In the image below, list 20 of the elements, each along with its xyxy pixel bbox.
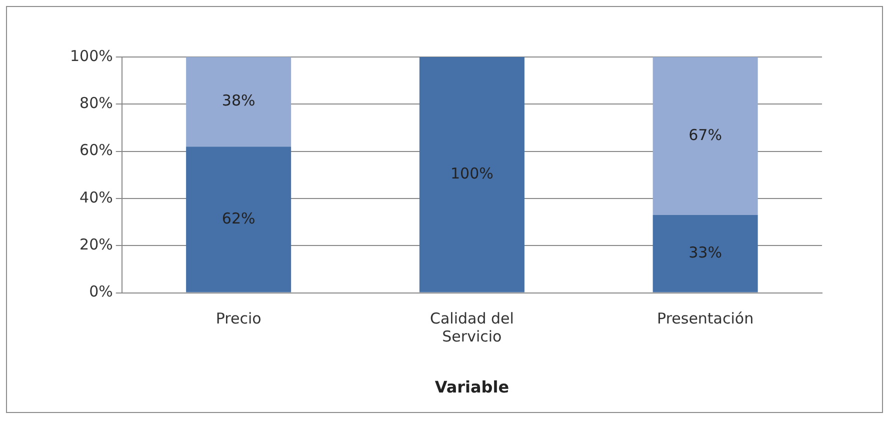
x-tick-label: Calidad del Servicio [430,310,514,346]
bar [186,57,292,147]
data-label: 62% [222,209,256,228]
y-tick-label: 40% [80,188,113,206]
data-label: 38% [222,92,256,110]
x-tick-label: Presentación [657,310,754,328]
y-tick-label: 60% [80,141,113,160]
x-tick-label: Precio [216,310,262,328]
x-axis-title: Variable [434,378,510,397]
bar [186,146,292,292]
data-label: 67% [688,126,722,144]
y-tick-label: 100% [70,46,113,65]
y-tick-label: 20% [80,236,113,254]
data-label: 33% [688,244,722,262]
bar [652,57,758,215]
bar [419,57,524,292]
y-tick-label: 80% [80,94,113,112]
data-label: 100% [450,164,494,183]
y-tick-label: 0% [89,282,113,301]
bar [652,214,758,292]
